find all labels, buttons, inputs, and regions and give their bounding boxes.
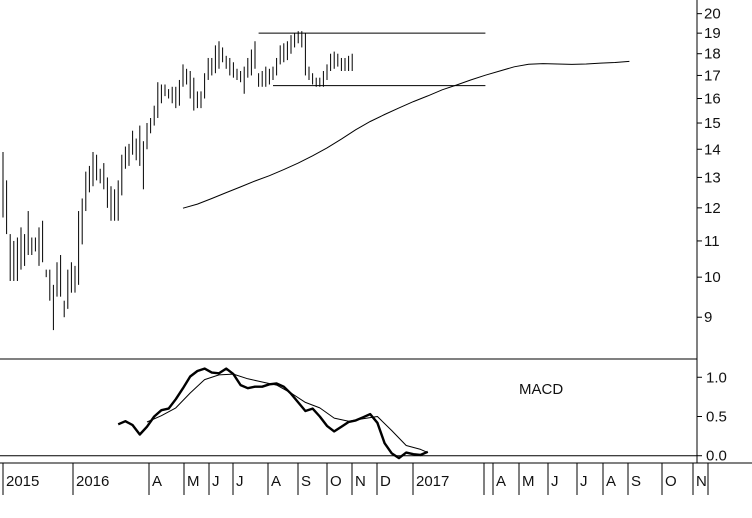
x-axis-label: O: [330, 473, 342, 490]
price-y-tick-label: 17: [704, 67, 721, 84]
price-y-tick-label: 18: [704, 46, 721, 63]
price-y-tick-label: 19: [704, 25, 721, 42]
x-axis-label: A: [496, 473, 506, 490]
macd-y-tick-label: 1.0: [706, 369, 727, 386]
macd-title: MACD: [519, 381, 563, 398]
x-axis-label: N: [696, 473, 707, 490]
x-axis-label: A: [152, 473, 162, 490]
price-y-tick-label: 20: [704, 6, 721, 23]
x-axis-label: N: [355, 473, 366, 490]
x-axis-label: M: [187, 473, 200, 490]
price-y-tick-label: 14: [704, 141, 721, 158]
macd-panel: 0.0 0.5 1.0 MACD: [0, 358, 727, 465]
price-y-tick-label: 9: [704, 309, 712, 326]
x-axis-label: O: [665, 473, 677, 490]
macd-y-tick-label: 0.0: [706, 448, 727, 465]
x-axis-label: J: [236, 473, 244, 490]
x-axis: 2015 2016 A M J J A S O N D 2017 A M J J A S O N: [0, 462, 752, 495]
price-panel: 9 10 11 12 13 14 15 16 17 18 19 20: [2, 0, 721, 463]
macd-signal-line: [146, 373, 429, 454]
macd-line: [117, 367, 429, 460]
price-y-tick-label: 13: [704, 169, 721, 186]
x-axis-label: A: [606, 473, 616, 490]
x-axis-label: M: [522, 473, 535, 490]
x-axis-label: 2015: [6, 473, 39, 490]
price-y-tick-label: 15: [704, 115, 721, 132]
x-axis-label: A: [271, 473, 281, 490]
x-axis-label: S: [301, 473, 311, 490]
x-axis-label: D: [380, 473, 391, 490]
macd-y-tick-label: 0.5: [706, 408, 727, 425]
price-y-tick-label: 11: [704, 233, 720, 250]
price-y-tick-label: 10: [704, 269, 721, 286]
x-axis-label: 2017: [416, 473, 449, 490]
x-axis-label: J: [551, 473, 559, 490]
price-y-tick-label: 12: [704, 200, 721, 217]
x-axis-label: S: [631, 473, 641, 490]
price-y-tick-label: 16: [704, 90, 721, 107]
x-axis-label: J: [212, 473, 220, 490]
x-axis-label: J: [580, 473, 588, 490]
moving-average-line: [182, 60, 630, 209]
x-axis-label: 2016: [76, 473, 109, 490]
